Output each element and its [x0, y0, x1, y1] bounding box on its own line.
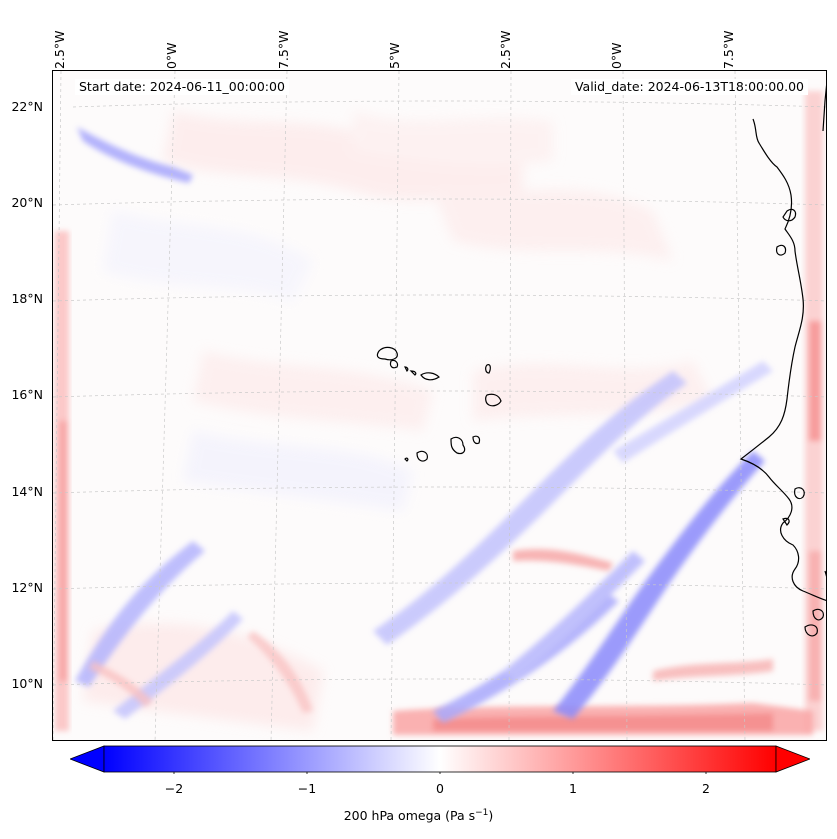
coastline [739, 84, 826, 637]
graticule [53, 71, 826, 740]
colorbar-tick-2: 2 [702, 781, 710, 796]
lat-label-14n: 14°N [11, 484, 43, 499]
lat-label-18n: 18°N [11, 291, 43, 306]
colorbar-extend-min [70, 745, 105, 773]
colorbar-tick-minus-2: −2 [164, 781, 184, 796]
colorbar-extend-max [775, 745, 810, 773]
colorbar-gradient [103, 745, 777, 773]
lat-label-16n: 16°N [11, 387, 43, 402]
cape-verde-islands [376, 346, 502, 462]
lat-label-22n: 22°N [11, 99, 43, 114]
colorbar-tick-0: 0 [436, 781, 444, 796]
lat-label-20n: 20°N [11, 195, 43, 210]
lat-label-10n: 10°N [11, 676, 43, 691]
colorbar-tick-minus-1: −1 [297, 781, 317, 796]
colorbar-tick-1: 1 [569, 781, 577, 796]
colorbar-label: 200 hPa omega (Pa s−1) [343, 808, 494, 824]
lat-label-12n: 12°N [11, 580, 43, 595]
omega-field-map [53, 71, 826, 740]
valid-date-label: Valid_date: 2024-06-13T18:00:00.00 [570, 79, 808, 95]
omega-shading [55, 91, 823, 735]
colorbar [70, 745, 810, 774]
map-panel: Start date: 2024-06-11_00:00:00 Valid_da… [52, 70, 827, 741]
start-date-label: Start date: 2024-06-11_00:00:00 [75, 79, 289, 95]
